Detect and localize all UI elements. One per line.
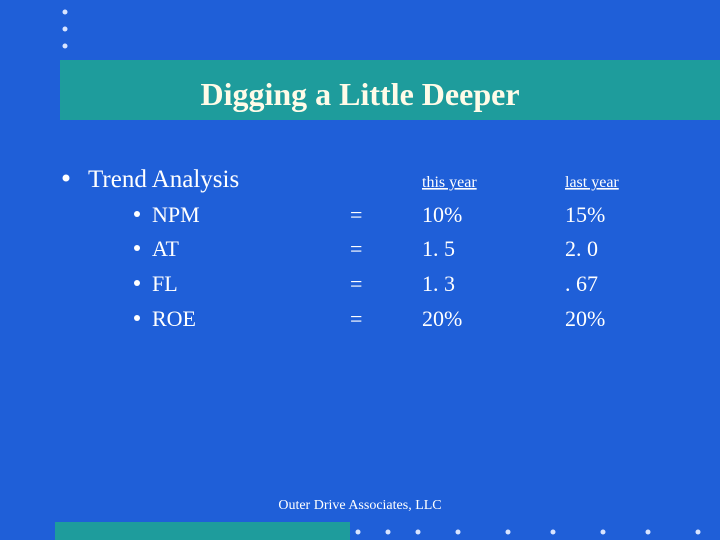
last-year-value: 2. 0 [565, 236, 598, 261]
column-header: this year [422, 174, 477, 191]
this-year-value: 20% [422, 306, 462, 331]
row-label: FL [152, 271, 178, 296]
bullets [62, 174, 140, 321]
equals-sign: = [350, 271, 362, 296]
last-year-value: 15% [565, 202, 605, 227]
this-year-value: 10% [422, 202, 462, 227]
equals-sign: = [350, 306, 362, 331]
row-label: AT [152, 236, 179, 261]
footer-band [55, 522, 350, 540]
row-label: ROE [152, 306, 196, 331]
equals-sign: = [350, 236, 362, 261]
decor-dots [62, 9, 701, 535]
footer-text: Outer Drive Associates, LLC [278, 498, 441, 513]
title: Digging a Little Deeper [200, 76, 519, 112]
title-band [60, 60, 720, 120]
row-label: NPM [152, 202, 200, 227]
equals-sign: = [350, 202, 362, 227]
last-year-value: 20% [565, 306, 605, 331]
section-label: Trend Analysis [88, 166, 239, 193]
this-year-value: 1. 3 [422, 271, 455, 296]
this-year-value: 1. 5 [422, 236, 455, 261]
column-header: last year [565, 174, 619, 191]
table-rows: NPM = 10% 15% AT = 1. 5 2. 0 FL = 1. 3 . 67 ROE = 20% 2… [152, 202, 605, 331]
last-year-value: . 67 [565, 271, 598, 296]
